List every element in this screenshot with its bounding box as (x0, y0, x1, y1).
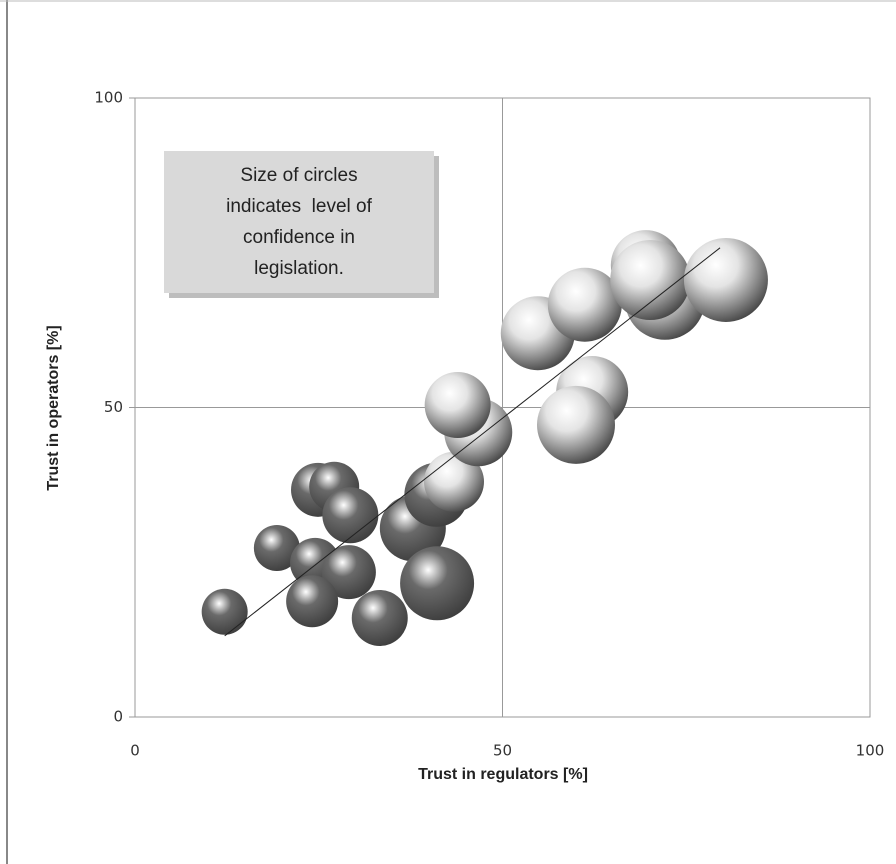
bubble (547, 267, 622, 342)
annotation-text: legislation. (254, 258, 344, 279)
trendline (224, 247, 721, 637)
bubble (201, 588, 248, 635)
annotation-text: indicates level of (226, 196, 372, 217)
annotation-box: Size of circles indicates level of confide… (164, 151, 439, 298)
bubble (537, 385, 615, 464)
bubble (610, 239, 691, 320)
x-tick-label: 100 (856, 742, 885, 760)
annotation-bg (164, 151, 434, 293)
bubble (400, 546, 475, 621)
bubble (423, 451, 484, 512)
annotation-text: Size of circles (240, 165, 357, 186)
bubble (424, 372, 491, 439)
bubble (683, 237, 768, 322)
y-tick-label: 50 (104, 398, 123, 416)
bubble (286, 575, 339, 628)
y-tick-label: 0 (113, 708, 123, 726)
x-tick-label: 0 (130, 742, 140, 760)
bubble (321, 545, 376, 600)
y-tick-label: 100 (94, 89, 123, 107)
bubble (253, 525, 300, 572)
y-axis-title: Trust in operators [%] (45, 325, 62, 490)
x-tick-label: 50 (493, 742, 512, 760)
bubble (322, 487, 379, 544)
annotation-text: confidence in (243, 227, 355, 248)
bubble (351, 589, 408, 646)
x-axis-title: Trust in regulators [%] (418, 766, 588, 783)
